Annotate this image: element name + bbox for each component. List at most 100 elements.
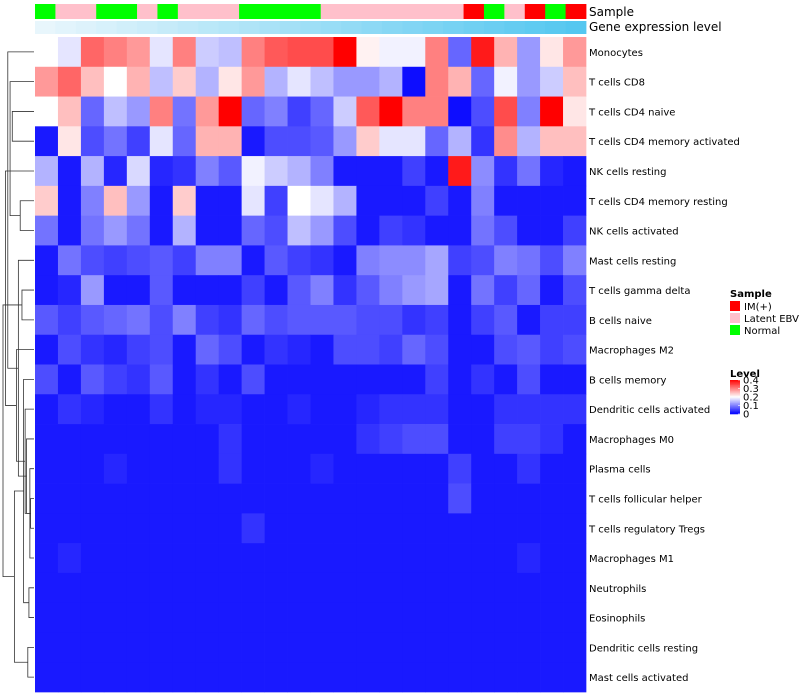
dendrogram-branch: [28, 587, 34, 618]
expression-annotation-cell: [300, 21, 322, 34]
heatmap-cell: [310, 96, 334, 127]
heatmap-cell: [356, 304, 380, 336]
heatmap-cell: [149, 275, 174, 306]
heatmap-cell: [195, 513, 220, 544]
heatmap-cell: [103, 96, 128, 127]
heatmap-cell: [494, 662, 518, 693]
heatmap-cell: [241, 453, 265, 484]
sample-annotation-cell: [320, 4, 342, 19]
legend-gradient-step: [730, 381, 740, 383]
heatmap-cell: [402, 245, 426, 276]
heatmap-cell: [287, 304, 311, 336]
heatmap-cell: [126, 334, 151, 365]
heatmap-cell: [264, 156, 288, 187]
heatmap-cell: [310, 424, 334, 455]
heatmap-cell: [471, 185, 495, 216]
legend-gradient-step: [730, 383, 740, 385]
sample-annotation-cell: [545, 4, 566, 19]
heatmap-cell: [195, 483, 220, 514]
legend-gradient-step: [730, 393, 740, 395]
heatmap-cell: [287, 602, 311, 633]
heatmap-cell: [57, 572, 82, 604]
legend-gradient-step: [730, 398, 740, 400]
sample-annotation-cell: [198, 4, 220, 19]
legend-gradient-step: [730, 385, 740, 388]
heatmap-cell: [540, 37, 564, 68]
heatmap-cell: [402, 126, 426, 157]
heatmap-cell: [471, 304, 495, 336]
heatmap-cell: [563, 662, 587, 693]
row-label: T cells gamma delta: [588, 286, 690, 297]
expression-annotation-cell: [137, 21, 158, 34]
legend-gradient-step: [730, 386, 740, 388]
legend-gradient-step: [730, 380, 740, 382]
heatmap-cell: [425, 572, 449, 604]
row-label: B cells memory: [589, 375, 666, 386]
heatmap-cell: [172, 632, 197, 663]
heatmap-cell: [379, 602, 403, 633]
heatmap-cell: [241, 513, 265, 544]
heatmap-cell: [103, 424, 128, 455]
heatmap-cell: [540, 96, 564, 127]
heatmap-cell: [333, 394, 357, 425]
expression-annotation-cell: [96, 21, 118, 34]
row-label: T cells follicular helper: [588, 494, 703, 505]
sample-annotation-cell: [137, 4, 158, 19]
heatmap-cell: [287, 424, 311, 455]
heatmap-cell: [80, 483, 105, 514]
heatmap-cell: [126, 513, 151, 544]
heatmap-cell: [172, 66, 197, 97]
heatmap-cell: [425, 275, 449, 306]
heatmap-cell: [425, 304, 449, 336]
heatmap-cell: [494, 572, 518, 604]
heatmap-cell: [471, 245, 495, 276]
heatmap-cell: [471, 543, 495, 574]
heatmap-cell: [172, 334, 197, 365]
heatmap-cell: [379, 275, 403, 306]
heatmap-cell: [126, 126, 151, 157]
heatmap-cell: [356, 364, 380, 395]
heatmap-cell: [471, 66, 495, 97]
heatmap-cell: [563, 245, 587, 276]
heatmap-cell: [195, 66, 220, 97]
heatmap-cell: [172, 662, 197, 693]
heatmap-cell: [149, 364, 174, 395]
heatmap-cell: [471, 572, 495, 604]
dendrogram-branch: [7, 51, 34, 369]
legend-tick-label: 0.3: [743, 384, 759, 395]
heatmap-cell: [333, 513, 357, 544]
heatmap-cell: [218, 394, 242, 425]
heatmap-cell: [80, 394, 105, 425]
heatmap-cell: [149, 156, 174, 187]
heatmap-cell: [149, 453, 174, 484]
heatmap-cell: [333, 245, 357, 276]
heatmap-cell: [80, 37, 105, 68]
heatmap-cell: [563, 543, 587, 574]
heatmap-cell: [264, 215, 288, 246]
heatmap-cell: [195, 156, 220, 187]
heatmap-cell: [402, 185, 426, 216]
legend-gradient-step: [730, 385, 740, 387]
heatmap-cell: [494, 632, 518, 663]
heatmap-cell: [448, 156, 472, 187]
heatmap-cell: [35, 453, 59, 484]
heatmap-cell: [379, 394, 403, 425]
sample-annotation-cell: [279, 4, 301, 19]
heatmap-cell: [333, 543, 357, 574]
heatmap-cell: [126, 424, 151, 455]
heatmap-cell: [540, 662, 564, 693]
heatmap-cell: [172, 37, 197, 68]
heatmap-cell: [103, 275, 128, 306]
heatmap-cell: [103, 453, 128, 484]
heatmap-cell: [540, 364, 564, 395]
heatmap-cell: [402, 513, 426, 544]
sample-annotation-cell: [239, 4, 260, 19]
heatmap-cell: [356, 245, 380, 276]
heatmap-cell: [448, 572, 472, 604]
heatmap-cell: [149, 513, 174, 544]
heatmap-cell: [517, 245, 541, 276]
legend-tick-label: 0: [743, 410, 749, 421]
heatmap-cell: [402, 304, 426, 336]
heatmap-cell: [103, 245, 128, 276]
heatmap-cell: [448, 483, 472, 514]
